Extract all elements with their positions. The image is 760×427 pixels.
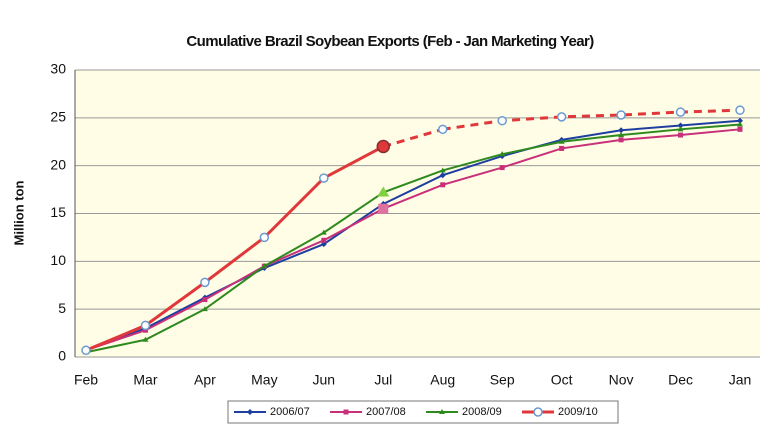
marker — [378, 203, 389, 214]
marker — [142, 327, 148, 333]
marker — [559, 145, 565, 151]
y-axis-label: Million ton — [11, 180, 26, 245]
legend-label: 2008/09 — [462, 406, 502, 418]
x-tick-label: Feb — [74, 372, 98, 388]
marker — [616, 110, 626, 120]
x-tick-label: Oct — [551, 372, 573, 388]
marker — [440, 182, 446, 188]
marker — [343, 409, 349, 415]
marker — [439, 167, 446, 173]
series-line — [85, 128, 741, 352]
marker — [499, 165, 505, 171]
y-tick-label: 0 — [58, 348, 66, 364]
x-tick-label: Jan — [729, 372, 752, 388]
y-tick-label: 5 — [58, 300, 66, 316]
marker — [247, 409, 253, 415]
y-tick-label: 25 — [50, 109, 66, 125]
marker — [439, 409, 445, 414]
marker — [81, 345, 91, 356]
marker — [437, 124, 448, 135]
x-tick-label: May — [251, 372, 277, 388]
marker — [200, 277, 210, 288]
marker — [320, 229, 327, 235]
marker — [202, 297, 208, 303]
marker — [533, 407, 543, 417]
legend-box — [227, 400, 619, 424]
marker — [618, 132, 625, 138]
chart-title: Cumulative Brazil Soybean Exports (Feb -… — [186, 33, 594, 50]
marker — [319, 173, 329, 183]
x-tick-label: Sep — [490, 372, 515, 388]
y-tick-label: 30 — [50, 61, 66, 77]
x-tick-label: Mar — [133, 372, 157, 388]
marker — [497, 115, 507, 126]
marker — [321, 237, 327, 243]
series-line — [85, 119, 741, 352]
y-tick-label: 20 — [50, 156, 66, 172]
marker — [201, 306, 208, 312]
marker — [735, 105, 745, 115]
marker — [259, 232, 270, 243]
marker — [142, 336, 149, 342]
marker — [439, 172, 446, 179]
marker — [677, 122, 684, 129]
y-tick-label: 15 — [50, 204, 66, 220]
marker — [618, 137, 624, 143]
x-tick-label: Dec — [668, 372, 693, 388]
series-line — [85, 123, 741, 354]
marker — [376, 139, 391, 154]
marker — [556, 112, 567, 122]
marker — [675, 107, 686, 117]
marker — [737, 126, 743, 132]
marker — [499, 151, 506, 157]
x-tick-label: Aug — [430, 372, 455, 388]
marker — [678, 132, 684, 138]
marker — [261, 263, 268, 269]
marker — [737, 117, 743, 124]
legend-label: 2007/08 — [366, 406, 406, 418]
marker — [618, 127, 625, 134]
marker — [737, 121, 743, 127]
legend-label: 2009/10 — [558, 406, 598, 418]
series-line — [85, 145, 384, 352]
x-tick-label: Jul — [374, 372, 392, 388]
marker — [140, 320, 151, 331]
marker — [677, 126, 684, 132]
x-tick-label: Apr — [194, 372, 216, 388]
legend-label: 2006/07 — [270, 406, 310, 418]
x-tick-label: Nov — [609, 372, 634, 388]
x-tick-label: Jun — [313, 372, 336, 388]
marker — [377, 186, 390, 197]
series-connector — [382, 127, 444, 148]
marker — [558, 138, 565, 144]
y-tick-label: 10 — [50, 252, 66, 268]
